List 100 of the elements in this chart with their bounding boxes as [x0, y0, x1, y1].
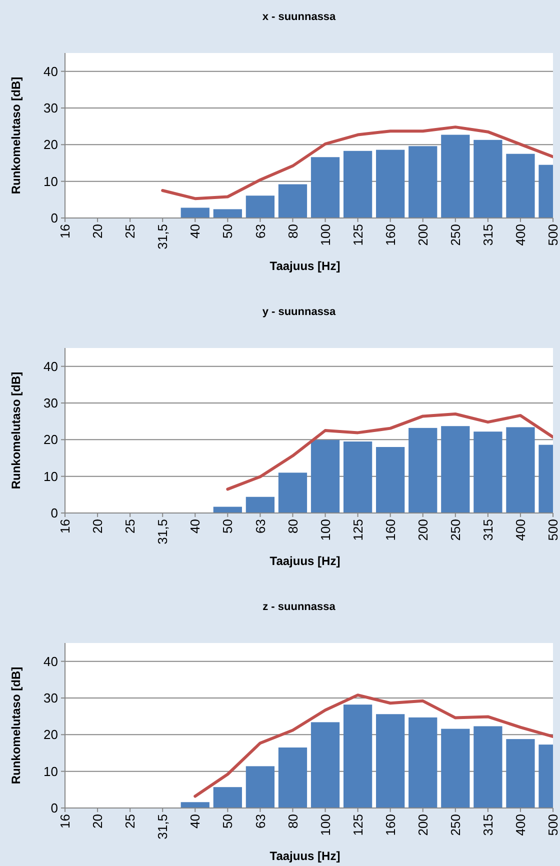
x-tick-label: 50: [220, 814, 236, 828]
x-tick-label: 100: [318, 224, 333, 246]
x-tick-label: 400: [513, 519, 528, 541]
x-tick-label: 20: [90, 224, 106, 238]
x-tick-label: 50: [220, 224, 236, 238]
x-tick-label: 50: [220, 519, 236, 534]
x-tick-label: 25: [122, 224, 138, 238]
bar: [376, 150, 405, 218]
x-tick-label: 160: [382, 519, 398, 541]
x-tick-label: 31,5: [155, 519, 170, 544]
x-tick-label: 40: [188, 224, 203, 238]
bar: [474, 432, 502, 513]
y-tick-label: 10: [44, 468, 58, 484]
x-tick-label: 31,5: [155, 814, 170, 840]
bar: [180, 208, 210, 218]
x-tick-label: 80: [285, 519, 300, 534]
x-tick-label: 200: [415, 814, 430, 836]
y-axis-title: Runkomelutaso [dB]: [9, 666, 23, 784]
x-tick-label: 63: [252, 224, 268, 238]
x-tick-label: 315: [480, 519, 496, 541]
x-tick-label: 315: [480, 224, 496, 246]
x-tick-label: 16: [58, 224, 73, 238]
x-tick-label: 125: [350, 519, 366, 541]
y-tick-label: 30: [44, 100, 58, 116]
x-tick-label: 160: [382, 814, 398, 836]
x-tick-label: 400: [513, 224, 528, 246]
x-tick-label: 160: [382, 224, 398, 246]
y-tick-label: 20: [44, 727, 58, 742]
bar: [506, 427, 535, 513]
x-tick-label: 500: [546, 814, 560, 836]
x-tick-label: 200: [415, 224, 430, 246]
y-tick-label: 40: [44, 358, 58, 374]
x-tick-label: 250: [448, 519, 463, 541]
y-tick-label: 20: [44, 432, 58, 448]
x-tick-label: 500: [546, 519, 560, 541]
chart-title: y - suunnassa: [262, 306, 337, 318]
y-tick-label: 30: [44, 690, 58, 706]
y-tick-label: 0: [50, 210, 58, 226]
x-tick-label: 80: [285, 814, 300, 828]
x-tick-label: 200: [415, 519, 430, 541]
bar: [408, 146, 438, 218]
bar: [474, 140, 502, 218]
y-tick-label: 30: [44, 396, 58, 411]
y-tick-label: 20: [44, 137, 58, 152]
bar: [278, 472, 308, 513]
bar: [246, 766, 275, 808]
y-tick-label: 40: [44, 654, 58, 669]
bar: [246, 496, 275, 513]
bar: [441, 728, 470, 808]
x-tick-label: 125: [350, 224, 366, 246]
bar: [310, 722, 340, 808]
x-axis-title: Taajuus [Hz]: [270, 259, 340, 273]
bar: [506, 739, 535, 808]
bar: [180, 802, 210, 808]
y-tick-label: 40: [44, 64, 58, 79]
line-series: [194, 694, 553, 798]
y-axis-title: Runkomelutaso [dB]: [9, 372, 23, 490]
bar: [408, 428, 438, 513]
bar: [246, 196, 275, 218]
x-tick-label: 125: [350, 814, 366, 836]
x-tick-label: 80: [285, 224, 300, 238]
bar: [343, 150, 372, 218]
x-tick-label: 400: [513, 814, 528, 836]
x-tick-label: 16: [58, 519, 73, 534]
y-tick-label: 0: [50, 506, 58, 521]
x-tick-label: 315: [480, 814, 496, 836]
bar: [213, 209, 242, 218]
bar: [441, 134, 470, 218]
y-axis-title: Runkomelutaso [dB]: [9, 76, 23, 194]
x-tick-label: 20: [90, 519, 106, 534]
chart-title: z - suunnassa: [262, 601, 336, 613]
x-tick-label: 25: [122, 519, 138, 534]
x-tick-label: 63: [252, 814, 268, 828]
bar: [213, 787, 242, 808]
x-tick-label: 250: [448, 814, 463, 836]
y-tick-label: 10: [44, 764, 58, 779]
bar: [441, 426, 470, 513]
x-tick-label: 100: [318, 814, 333, 836]
x-tick-label: 40: [188, 519, 203, 534]
x-tick-label: 40: [188, 814, 203, 828]
x-tick-label: 31,5: [155, 224, 170, 250]
x-tick-label: 500: [546, 224, 560, 246]
x-tick-label: 20: [90, 814, 106, 828]
bar: [506, 154, 535, 218]
x-tick-label: 16: [58, 814, 73, 828]
bar: [278, 184, 308, 218]
x-axis-title: Taajuus [Hz]: [270, 554, 340, 568]
x-tick-label: 250: [448, 224, 463, 246]
bar: [343, 704, 372, 808]
x-tick-label: 63: [252, 519, 268, 534]
bar: [376, 447, 405, 513]
bar: [474, 726, 502, 808]
bar: [310, 157, 340, 218]
line-series: [161, 126, 553, 200]
bar: [343, 442, 372, 513]
bar: [376, 714, 405, 808]
x-tick-label: 100: [318, 519, 333, 541]
y-tick-label: 10: [44, 174, 58, 189]
bar: [408, 717, 438, 808]
x-tick-label: 25: [122, 814, 138, 828]
